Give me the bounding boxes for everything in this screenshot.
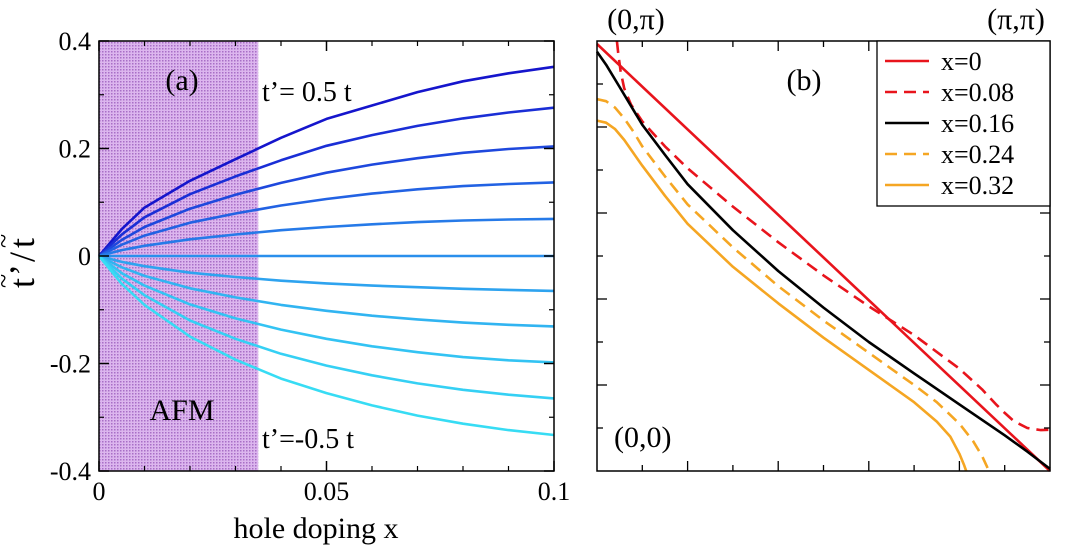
x-tick-label: 0.05 bbox=[304, 477, 350, 506]
y-label-denominator: t bbox=[2, 238, 42, 248]
legend-entry-label: x=0.08 bbox=[941, 78, 1014, 107]
series-line-3 bbox=[98, 181, 555, 258]
series-line-2 bbox=[98, 145, 555, 258]
y-tick-label: -0.2 bbox=[50, 350, 91, 379]
y-tick-label: 0.4 bbox=[59, 27, 92, 56]
series-line-0 bbox=[98, 65, 555, 257]
legend-entry-label: x=0.32 bbox=[941, 171, 1014, 200]
fermi-surface-line-3 bbox=[596, 97, 990, 472]
series-line-1 bbox=[98, 106, 555, 257]
series-line-7 bbox=[98, 254, 555, 328]
series-line-9 bbox=[98, 255, 555, 400]
x-axis-label: hole doping x bbox=[234, 512, 399, 545]
y-label-numerator-tilde: ~ bbox=[0, 274, 18, 288]
y-label-separator: / bbox=[2, 252, 42, 262]
corner-label-top-left: (0,π) bbox=[607, 3, 665, 36]
legend: x=0x=0.08x=0.16x=0.24x=0.32 bbox=[876, 40, 1051, 207]
corner-label-bottom-left: (0,0) bbox=[614, 421, 671, 454]
panel-b-chart: (b) (0,π) (π,π) (0,0) x=0x=0.08x=0.16x=0… bbox=[595, 3, 1051, 472]
annotation-t-prime-negative: t’=-0.5 t bbox=[262, 424, 354, 455]
y-tick-label: 0.2 bbox=[59, 135, 92, 164]
y-label-numerator: t bbox=[2, 278, 42, 288]
corner-label-top-right: (π,π) bbox=[987, 3, 1045, 36]
panel-b-label: (b) bbox=[787, 64, 822, 97]
fermi-surface-line-2 bbox=[595, 51, 1051, 470]
fermi-surface-line-0 bbox=[596, 43, 1051, 472]
y-axis-label: t ~ ’ / t ~ bbox=[0, 234, 42, 288]
panel-a-chart: 0 0.05 0.1-0.4-0.200.20.4 (a) t’= 0.5 t t’… bbox=[0, 27, 570, 545]
legend-entry-label: x=0.24 bbox=[941, 140, 1014, 169]
x-tick-label: 0 bbox=[93, 477, 106, 506]
legend-entry-label: x=0.16 bbox=[941, 109, 1014, 138]
series-line-4 bbox=[98, 217, 555, 258]
y-label-prime: ’ bbox=[2, 264, 42, 276]
series-line-10 bbox=[97, 255, 555, 437]
panel-a-label: (a) bbox=[165, 64, 198, 97]
series-line-8 bbox=[98, 254, 555, 364]
series-line-6 bbox=[98, 254, 555, 293]
y-label-denominator-tilde: ~ bbox=[0, 234, 18, 248]
panel-a-frame bbox=[98, 40, 555, 472]
annotation-t-prime-positive: t’= 0.5 t bbox=[262, 77, 352, 108]
fermi-surface-line-1 bbox=[615, 40, 1051, 432]
fermi-surface-line-4 bbox=[596, 119, 968, 472]
panel-b-frame bbox=[596, 40, 1051, 472]
legend-entry-label: x=0 bbox=[941, 47, 982, 76]
x-tick-label: 0.1 bbox=[538, 477, 571, 506]
y-tick-label: -0.4 bbox=[50, 457, 91, 486]
afm-label: AFM bbox=[149, 394, 214, 427]
y-tick-label: 0 bbox=[78, 242, 91, 271]
